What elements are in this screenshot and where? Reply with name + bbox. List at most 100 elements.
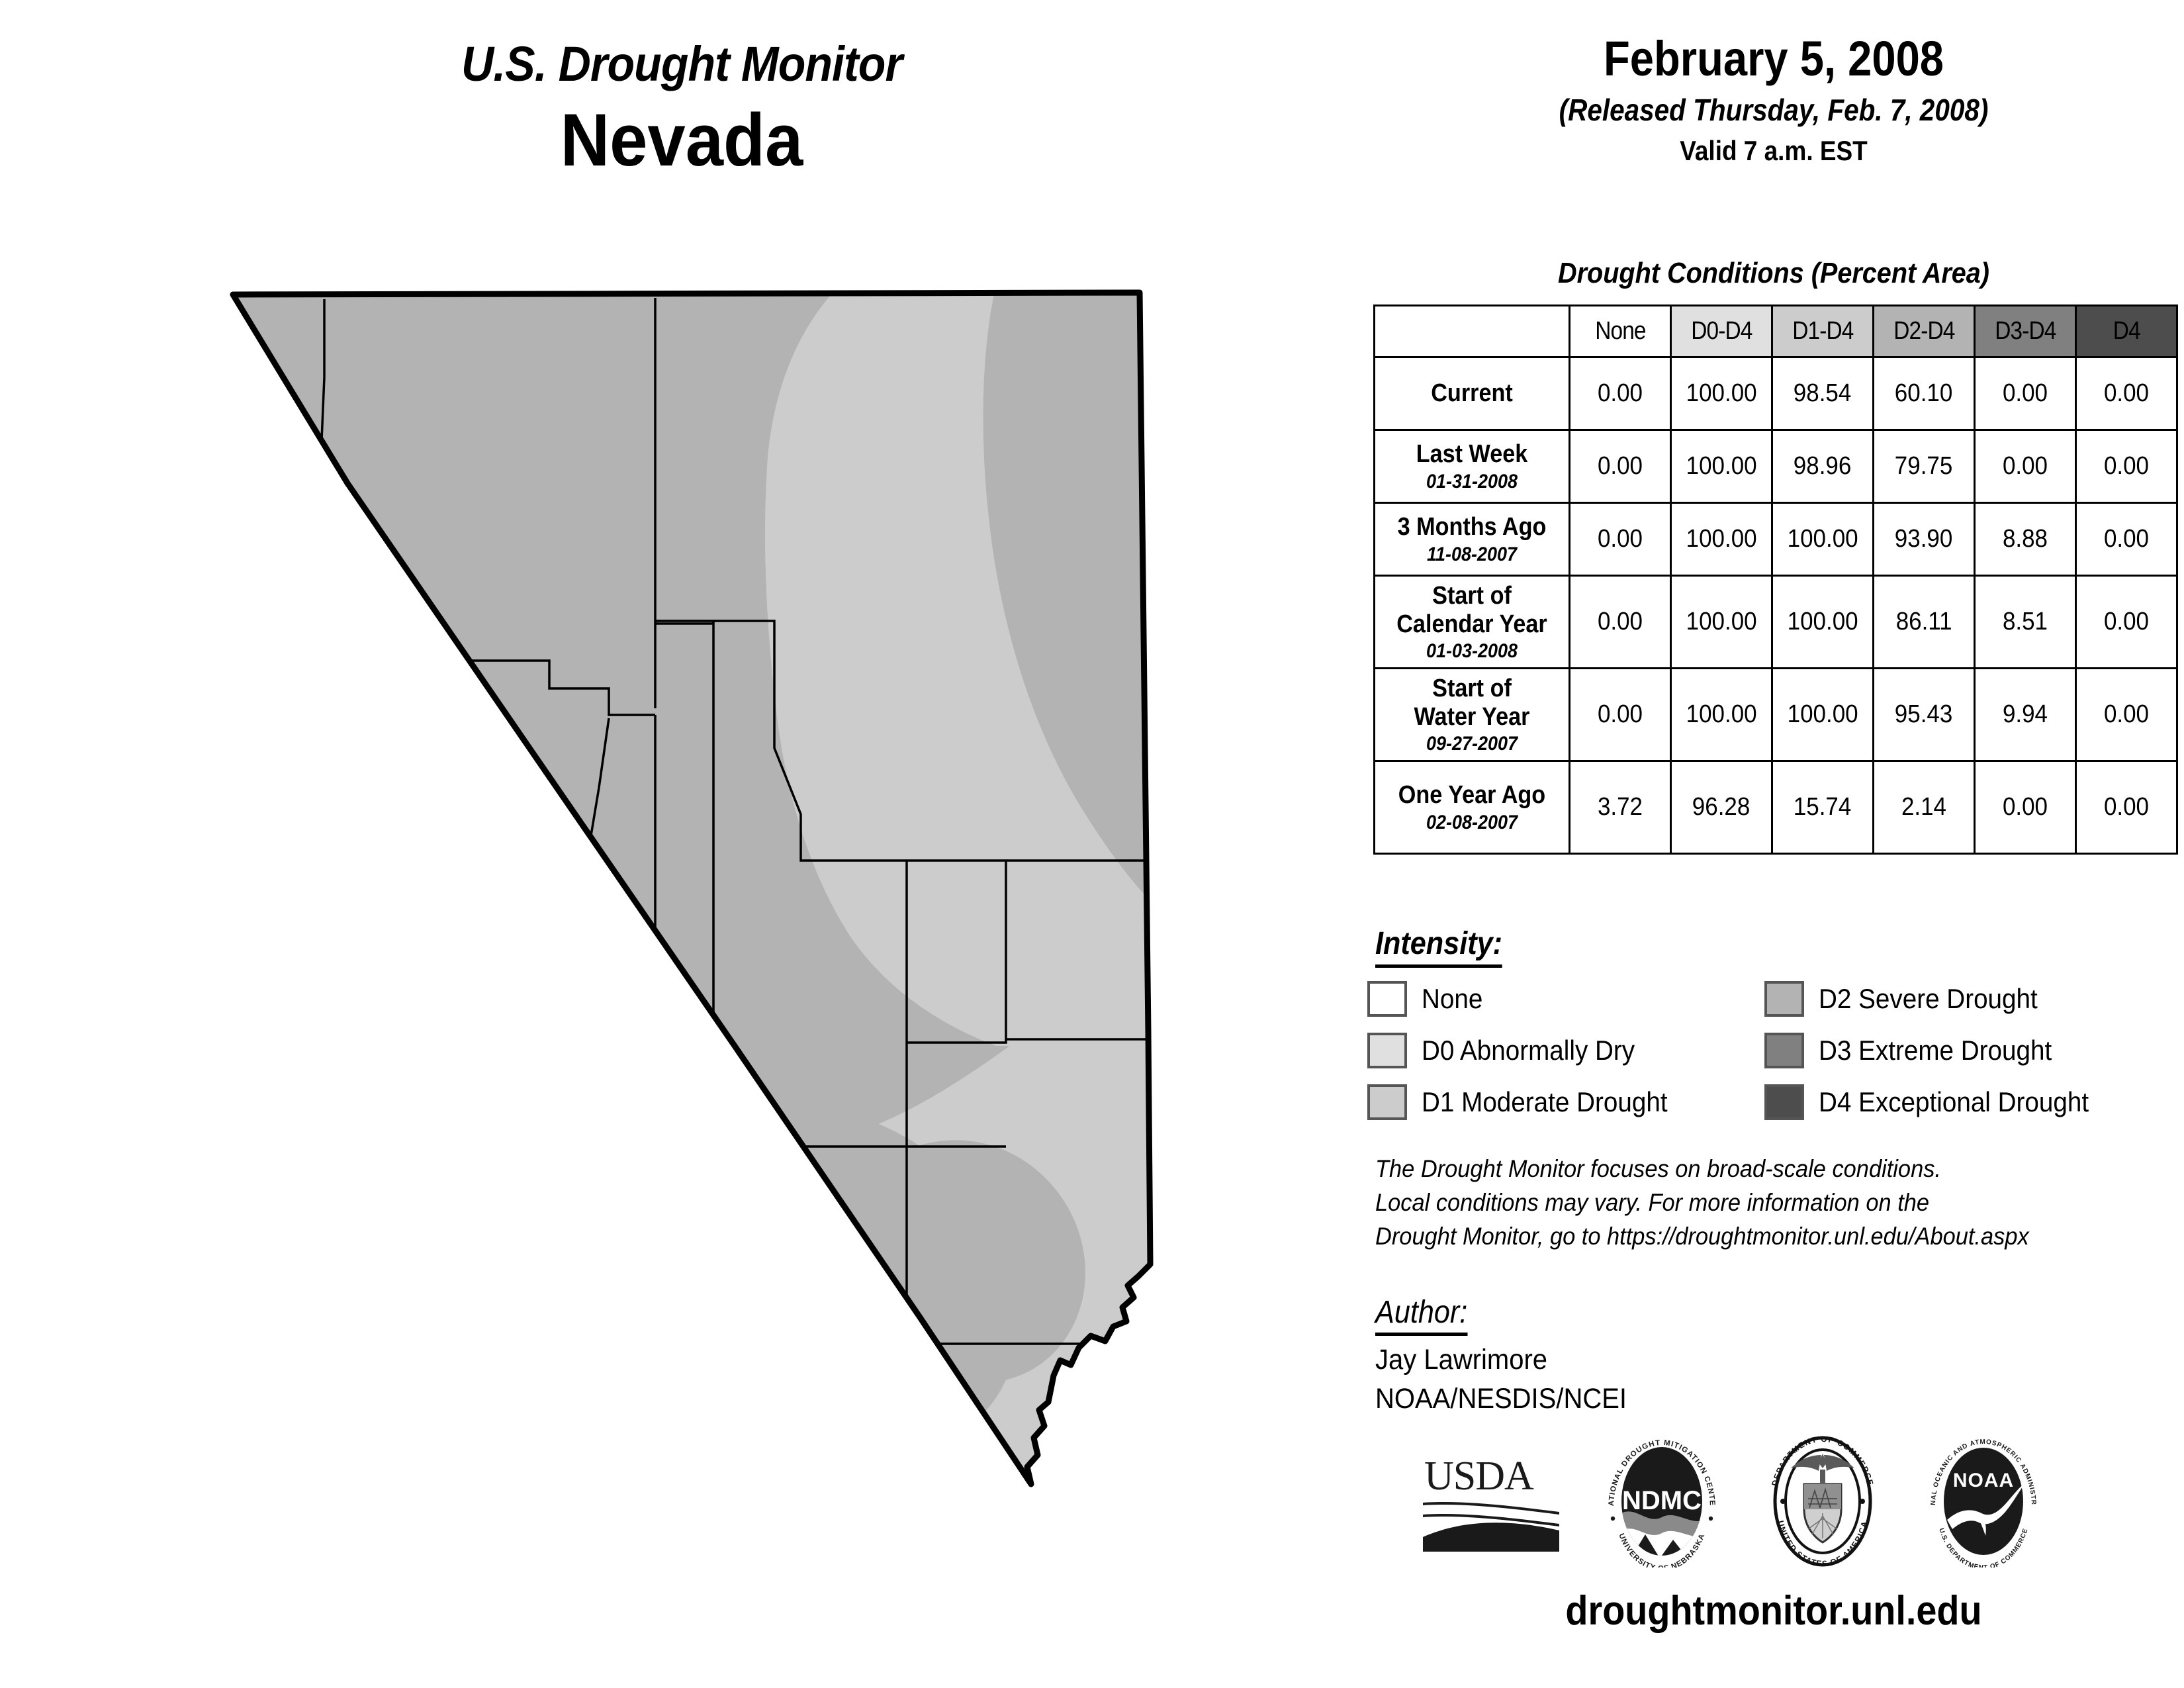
column-header-none: None: [1569, 305, 1672, 358]
intensity-heading: Intensity:: [1375, 925, 1503, 968]
table-body: Current 0.00 100.00 98.54 60.10 0.00 0.0…: [1373, 356, 2178, 855]
cell-oneyear-none: 3.72: [1569, 760, 1672, 855]
cell-lastweek-d4: 0.00: [2075, 429, 2178, 504]
legend-label-none: None: [1422, 983, 1483, 1014]
cell-calyear-d4: 0.00: [2075, 575, 2178, 669]
cell-3months-d4: 0.00: [2075, 502, 2178, 577]
col-label-d3-d4: D3-D4: [1994, 317, 2056, 345]
table-row: Start of Calendar Year 01-03-2008 0.00 1…: [1373, 575, 2178, 669]
cell-current-d4: 0.00: [2075, 356, 2178, 431]
disclaimer-line-1: The Drought Monitor focuses on broad-sca…: [1375, 1155, 1941, 1182]
noaa-logo[interactable]: NOAA NATIONAL OCEANIC AND ATMOSPHERIC AD…: [1918, 1430, 2046, 1571]
author-block: Jay Lawrimore NOAA/NESDIS/NCEI: [1375, 1340, 2169, 1419]
cell-calyear-d2d4: 86.11: [1872, 575, 1976, 669]
legend-item-none: None: [1367, 973, 1764, 1025]
cell-lastweek-none: 0.00: [1569, 429, 1672, 504]
legend-label-d4: D4 Exceptional Drought: [1819, 1086, 2089, 1117]
legend-label-d3: D3 Extreme Drought: [1819, 1035, 2052, 1066]
author-name: Jay Lawrimore: [1375, 1344, 1548, 1376]
row-label-3-months-ago: 3 Months Ago 11-08-2007: [1373, 502, 1570, 577]
ndmc-logo[interactable]: NDMC NATIONAL DROUGHT MITIGATION CENTER …: [1596, 1429, 1725, 1573]
row-name: 3 Months Ago: [1397, 513, 1547, 541]
row-label-start-water-year: Start of Water Year 09-27-2007: [1373, 667, 1570, 762]
drought-conditions-table-wrap: None D0-D4 D1-D4 D2-D4 D3-D4 D4 Current …: [1373, 305, 2178, 855]
legend-label-d1: D1 Moderate Drought: [1422, 1086, 1668, 1117]
cell-lastweek-d1d4: 98.96: [1771, 429, 1874, 504]
footer-url[interactable]: droughtmonitor.unl.edu: [1565, 1588, 1982, 1634]
cell-calyear-none: 0.00: [1569, 575, 1672, 669]
column-header-d1-d4: D1-D4: [1771, 305, 1874, 358]
swatch-d1-icon: [1367, 1084, 1407, 1120]
usda-logo[interactable]: USDA: [1422, 1448, 1561, 1558]
row-date: 02-08-2007: [1426, 811, 1518, 833]
d1-east-strip: [1145, 986, 1150, 1258]
disclaimer-line-3: Drought Monitor, go to https://droughtmo…: [1375, 1223, 2029, 1250]
cell-lastweek-d2d4: 79.75: [1872, 429, 1976, 504]
issue-date: February 5, 2008: [1603, 31, 1944, 86]
page-title: U.S. Drought Monitor: [461, 36, 903, 91]
cell-lastweek-d0d4: 100.00: [1670, 429, 1773, 504]
row-name-line2: Calendar Year: [1396, 610, 1547, 638]
agency-logos: USDA: [1383, 1429, 2177, 1573]
table-header-row: None D0-D4 D1-D4 D2-D4 D3-D4 D4: [1373, 305, 2178, 358]
cell-current-d1d4: 98.54: [1771, 356, 1874, 431]
map-svg: [230, 289, 1154, 1487]
cell-wateryear-d1d4: 100.00: [1771, 667, 1874, 762]
cell-oneyear-d3d4: 0.00: [1974, 760, 2077, 855]
d0-west-sliver: [233, 682, 428, 1484]
state-outline: [230, 289, 1154, 1487]
valid-time: Valid 7 a.m. EST: [1680, 134, 1868, 166]
cell-3months-d1d4: 100.00: [1771, 502, 1874, 577]
disclaimer-text: The Drought Monitor focuses on broad-sca…: [1375, 1152, 2183, 1253]
row-name-line1: Start of: [1432, 581, 1512, 610]
author-affiliation: NOAA/NESDIS/NCEI: [1375, 1383, 1627, 1415]
col-label-d4: D4: [2113, 317, 2140, 345]
table-row: 3 Months Ago 11-08-2007 0.00 100.00 100.…: [1373, 502, 2178, 577]
svg-text:USDA: USDA: [1424, 1454, 1534, 1499]
table-corner-cell: [1373, 305, 1570, 358]
svg-text:NDMC: NDMC: [1622, 1486, 1702, 1515]
date-block: February 5, 2008 (Released Thursday, Feb…: [1363, 33, 2184, 165]
row-label-one-year-ago: One Year Ago 02-08-2007: [1373, 760, 1570, 855]
title-block: U.S. Drought Monitor Nevada: [0, 40, 1363, 177]
row-name: Last Week: [1416, 440, 1528, 469]
swatch-none-icon: [1367, 981, 1407, 1017]
table-head: None D0-D4 D1-D4 D2-D4 D3-D4 D4: [1373, 305, 2178, 358]
map-panel: U.S. Drought Monitor Nevada: [0, 40, 1363, 1496]
nevada-drought-map[interactable]: [218, 285, 1211, 1496]
cell-3months-d0d4: 100.00: [1670, 502, 1773, 577]
column-header-d2-d4: D2-D4: [1872, 305, 1976, 358]
row-name: One Year Ago: [1398, 781, 1546, 810]
row-date: 01-31-2008: [1426, 470, 1518, 492]
legend-item-d0: D0 Abnormally Dry: [1367, 1025, 1764, 1076]
col-label-d0-d4: D0-D4: [1690, 317, 1752, 345]
cell-wateryear-d2d4: 95.43: [1872, 667, 1976, 762]
cell-3months-none: 0.00: [1569, 502, 1672, 577]
drought-shading-layer: [233, 293, 1150, 1484]
legend-label-d0: D0 Abnormally Dry: [1422, 1035, 1635, 1066]
column-header-d3-d4: D3-D4: [1974, 305, 2077, 358]
cell-calyear-d0d4: 100.00: [1670, 575, 1773, 669]
legend-item-d1: D1 Moderate Drought: [1367, 1076, 1764, 1128]
column-header-d4: D4: [2075, 305, 2178, 358]
row-label-current: Current: [1373, 356, 1570, 431]
row-label-last-week: Last Week 01-31-2008: [1373, 429, 1570, 504]
cell-lastweek-d3d4: 0.00: [1974, 429, 2077, 504]
svg-text:NOAA: NOAA: [1953, 1470, 2014, 1491]
drought-conditions-table: None D0-D4 D1-D4 D2-D4 D3-D4 D4 Current …: [1373, 305, 2178, 855]
row-date: 01-03-2008: [1426, 640, 1518, 663]
col-label-d1-d4: D1-D4: [1792, 317, 1854, 345]
info-panel: February 5, 2008 (Released Thursday, Feb…: [1363, 0, 2184, 1688]
cell-oneyear-d4: 0.00: [2075, 760, 2178, 855]
d1-west-region: [233, 655, 503, 1484]
column-header-d0-d4: D0-D4: [1670, 305, 1773, 358]
d2-east-upper-region: [983, 293, 1150, 933]
table-row: One Year Ago 02-08-2007 3.72 96.28 15.74…: [1373, 760, 2178, 855]
legend-item-d2: D2 Severe Drought: [1764, 973, 2161, 1025]
doc-logo[interactable]: DEPARTMENT OF COMMERCE UNITED STATES OF …: [1763, 1434, 1882, 1571]
intensity-legend: None D2 Severe Drought D0 Abnormally Dry…: [1367, 973, 2184, 1128]
swatch-d0-icon: [1367, 1033, 1407, 1068]
cell-current-d3d4: 0.00: [1974, 356, 2077, 431]
cell-oneyear-d2d4: 2.14: [1872, 760, 1976, 855]
